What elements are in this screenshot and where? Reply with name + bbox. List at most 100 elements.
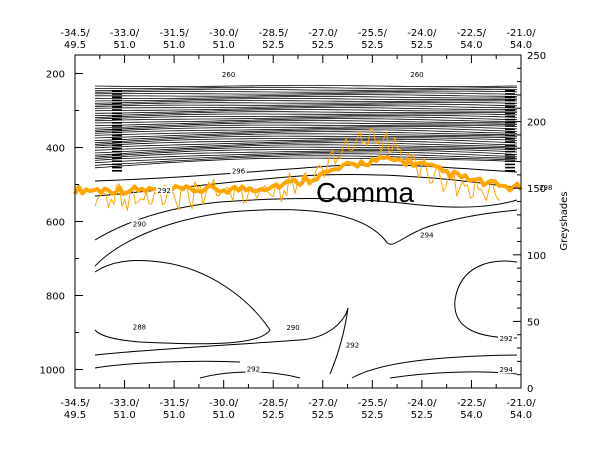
contour-label-stack-left xyxy=(112,118,122,121)
contour-label-stack-right xyxy=(505,115,515,118)
contour-label-stack-left xyxy=(112,141,122,143)
contour-label-stack-right xyxy=(505,160,515,162)
contour-line-upper xyxy=(94,146,518,156)
top-tick-lon: -33.0/ xyxy=(110,28,140,39)
contour-label-stack-right xyxy=(505,170,515,172)
top-tick-lon: -30.0/ xyxy=(209,28,239,39)
contour-label-stack-left xyxy=(112,96,122,98)
contour-label-stack-right xyxy=(505,102,515,105)
contour-line-upper xyxy=(94,114,518,120)
contour-label-stack-right xyxy=(505,112,515,114)
y-right-tick-label: 50 xyxy=(527,317,540,328)
contour-line-upper xyxy=(94,113,518,118)
bottom-tick-lat: 51.0 xyxy=(213,410,235,421)
contour-label-stack-right xyxy=(505,128,515,130)
bottom-tick-lat: 52.5 xyxy=(312,410,334,421)
bottom-tick-lat: 52.5 xyxy=(262,410,284,421)
contour-label-bg xyxy=(408,69,425,78)
contour-label-bg xyxy=(245,364,262,373)
contour-line-upper xyxy=(94,129,518,136)
y-left-tick-label: 200 xyxy=(46,70,65,81)
contour-label-stack-left xyxy=(112,128,122,130)
contour-label-stack-right xyxy=(505,131,515,134)
contour-label-stack-left xyxy=(112,90,122,92)
bottom-tick-lon: -33.0/ xyxy=(110,398,140,409)
contour-label-stack-left xyxy=(112,109,122,111)
contour-label-stack-left xyxy=(112,154,122,156)
contour-label-stack-right xyxy=(505,141,515,143)
contour-label-stack-left xyxy=(112,115,122,118)
bottom-tick-lon: -24.0/ xyxy=(407,398,437,409)
contour-label: 294 xyxy=(499,366,513,374)
contour-line-upper xyxy=(94,90,518,93)
contour-label: 292 xyxy=(346,341,359,349)
top-tick-lat: 49.5 xyxy=(64,40,86,51)
contour-label: 288 xyxy=(133,323,146,331)
contour-label: 260 xyxy=(410,71,423,79)
contour-line-lower xyxy=(94,259,271,345)
bottom-tick-lat: 54.0 xyxy=(460,410,482,421)
contour-label-stack-right xyxy=(505,144,515,146)
y-left-tick-label: 1000 xyxy=(40,366,65,377)
contour-label: 290 xyxy=(286,324,299,332)
y-right-tick-label: 100 xyxy=(527,251,546,262)
contour-label-bg xyxy=(418,230,435,239)
top-tick-lon: -21.0/ xyxy=(506,28,536,39)
contour-line-upper xyxy=(94,97,517,102)
contour-line-upper xyxy=(94,150,518,159)
contour-line-upper xyxy=(94,135,518,144)
contour-label-stack-right xyxy=(505,109,515,111)
contour-label-stack-left xyxy=(112,138,122,140)
contour-label-stack-left xyxy=(112,102,122,105)
top-tick-lat: 52.5 xyxy=(361,40,383,51)
top-tick-lon: -24.0/ xyxy=(407,28,437,39)
bottom-tick-lat: 52.5 xyxy=(361,410,383,421)
tropopause-thin-line xyxy=(94,127,501,211)
contour-line-upper xyxy=(94,103,518,107)
contour-line-upper xyxy=(94,85,518,87)
contour-label-stack-right xyxy=(505,150,515,153)
contour-line-upper xyxy=(94,133,518,141)
contour-label-stack-left xyxy=(112,112,122,114)
contour-line-lower xyxy=(94,164,518,182)
contour-label-stack-left xyxy=(112,134,122,137)
contour-line-upper xyxy=(94,148,518,158)
contour-label-bg xyxy=(537,183,554,192)
contour-line-upper xyxy=(94,116,518,122)
contour-line-lower xyxy=(454,260,518,339)
contour-label-stack-left xyxy=(112,125,122,127)
y-right-tick-label: 200 xyxy=(527,118,546,129)
comma-annotation: Comma xyxy=(316,177,414,208)
top-tick-lon: -34.5/ xyxy=(60,28,90,39)
y-left-tick-label: 600 xyxy=(46,218,65,229)
contour-label-stack-left xyxy=(112,160,122,162)
contour-label-stack-right xyxy=(505,99,515,102)
contour-line-upper xyxy=(94,140,518,149)
top-tick-lat: 52.5 xyxy=(411,40,433,51)
contour-label-stack-left xyxy=(112,93,122,95)
contour-label-bg xyxy=(230,166,247,175)
top-tick-lon: -31.5/ xyxy=(159,28,189,39)
contour-label-bg xyxy=(498,334,515,343)
contour-label: 290 xyxy=(133,220,146,228)
contour-line-lower xyxy=(94,197,518,241)
contour-label-stack-right xyxy=(505,96,515,98)
contour-line-upper xyxy=(94,127,518,134)
contour-line-upper xyxy=(94,157,518,169)
contour-line-upper xyxy=(95,86,518,89)
contour-label-stack-left xyxy=(112,150,122,153)
bottom-tick-lon: -31.5/ xyxy=(159,398,189,409)
contour-label-bg xyxy=(498,365,515,374)
contour-line-upper xyxy=(95,94,517,97)
contour-line-upper xyxy=(94,109,517,114)
bottom-tick-lon: -21.0/ xyxy=(506,398,536,409)
contour-line-upper xyxy=(94,111,518,117)
contour-line-upper xyxy=(94,142,518,151)
contour-label-stack-left xyxy=(112,144,122,146)
contour-line-upper xyxy=(94,153,518,164)
contour-label-stack-right xyxy=(505,147,515,150)
contour-label-stack-right xyxy=(505,118,515,121)
bottom-tick-lat: 51.0 xyxy=(113,410,135,421)
contour-label-stack-right xyxy=(505,106,515,108)
contour-label-stack-left xyxy=(112,170,122,172)
